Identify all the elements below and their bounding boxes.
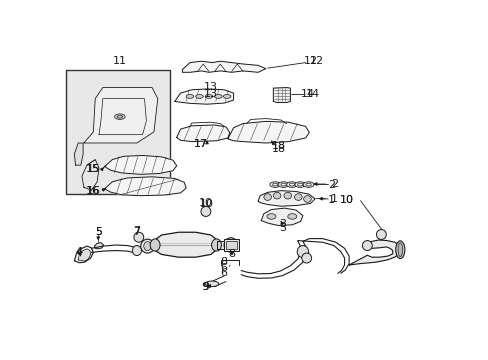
Ellipse shape: [284, 192, 291, 199]
Text: 17: 17: [194, 139, 208, 149]
Polygon shape: [261, 208, 302, 226]
Text: 5: 5: [95, 227, 102, 237]
Polygon shape: [273, 87, 290, 103]
Text: 10: 10: [199, 198, 212, 208]
Ellipse shape: [297, 246, 308, 258]
Text: 6: 6: [220, 263, 227, 273]
Text: 3: 3: [279, 219, 286, 229]
Text: 3: 3: [279, 222, 286, 233]
Text: 16: 16: [87, 186, 101, 196]
Polygon shape: [175, 89, 233, 104]
Text: 2: 2: [330, 179, 337, 189]
Polygon shape: [155, 232, 216, 257]
Ellipse shape: [273, 192, 280, 199]
Ellipse shape: [303, 182, 313, 187]
Text: 1: 1: [327, 195, 335, 205]
Text: 11: 11: [113, 56, 126, 66]
Polygon shape: [82, 159, 99, 190]
Polygon shape: [216, 240, 224, 249]
Polygon shape: [74, 143, 83, 165]
Text: 7: 7: [132, 226, 140, 236]
Polygon shape: [74, 246, 93, 263]
Ellipse shape: [214, 94, 222, 98]
Polygon shape: [176, 125, 229, 141]
Ellipse shape: [301, 253, 311, 263]
FancyBboxPatch shape: [65, 69, 169, 194]
Polygon shape: [94, 243, 103, 249]
Polygon shape: [78, 249, 90, 261]
Ellipse shape: [264, 194, 271, 201]
Ellipse shape: [278, 182, 288, 187]
Polygon shape: [348, 240, 400, 265]
Text: 18: 18: [271, 144, 285, 153]
Ellipse shape: [201, 207, 210, 216]
Text: 12: 12: [304, 56, 318, 66]
Ellipse shape: [266, 214, 275, 219]
Text: 4: 4: [76, 247, 82, 257]
Text: 6: 6: [220, 268, 227, 278]
Text: 14: 14: [300, 89, 314, 99]
Ellipse shape: [205, 281, 218, 287]
Polygon shape: [227, 121, 309, 143]
Text: 10: 10: [200, 199, 214, 209]
Text: 5: 5: [95, 227, 102, 237]
Polygon shape: [104, 156, 176, 174]
Text: 15: 15: [86, 164, 100, 174]
Polygon shape: [84, 87, 158, 143]
Ellipse shape: [150, 239, 160, 251]
Text: 10: 10: [340, 195, 353, 205]
Polygon shape: [104, 177, 186, 195]
Ellipse shape: [211, 239, 221, 251]
Bar: [226, 240, 237, 249]
Ellipse shape: [141, 239, 154, 253]
Text: 9: 9: [201, 282, 208, 292]
Text: 2: 2: [327, 180, 335, 190]
Ellipse shape: [294, 182, 305, 187]
Ellipse shape: [134, 232, 143, 242]
Text: 13: 13: [203, 90, 217, 99]
Text: 12: 12: [309, 56, 323, 66]
Ellipse shape: [376, 229, 386, 239]
Text: 10: 10: [340, 195, 353, 205]
Ellipse shape: [205, 94, 212, 98]
Text: 15: 15: [87, 164, 101, 174]
Polygon shape: [258, 191, 314, 206]
Text: 7: 7: [132, 227, 140, 237]
Ellipse shape: [286, 182, 297, 187]
Ellipse shape: [223, 94, 230, 98]
Text: 8: 8: [227, 249, 235, 259]
Text: 4: 4: [76, 247, 82, 257]
Ellipse shape: [143, 242, 151, 251]
Bar: [224, 239, 239, 251]
Ellipse shape: [397, 243, 402, 257]
Ellipse shape: [303, 196, 311, 202]
Text: 1: 1: [330, 194, 337, 204]
Text: 13: 13: [203, 82, 217, 92]
Ellipse shape: [362, 240, 371, 251]
Ellipse shape: [186, 94, 193, 98]
Text: 8: 8: [220, 257, 227, 267]
Ellipse shape: [224, 238, 237, 252]
Polygon shape: [182, 61, 265, 72]
Ellipse shape: [114, 114, 125, 120]
Ellipse shape: [395, 241, 404, 258]
Text: 17: 17: [194, 139, 208, 149]
Ellipse shape: [287, 214, 296, 219]
Ellipse shape: [195, 94, 203, 98]
Ellipse shape: [132, 246, 141, 256]
Ellipse shape: [294, 194, 302, 201]
Text: 14: 14: [305, 90, 319, 99]
Text: 16: 16: [86, 186, 100, 196]
Text: 18: 18: [271, 141, 285, 151]
Ellipse shape: [269, 182, 280, 187]
Text: 9: 9: [202, 282, 208, 292]
